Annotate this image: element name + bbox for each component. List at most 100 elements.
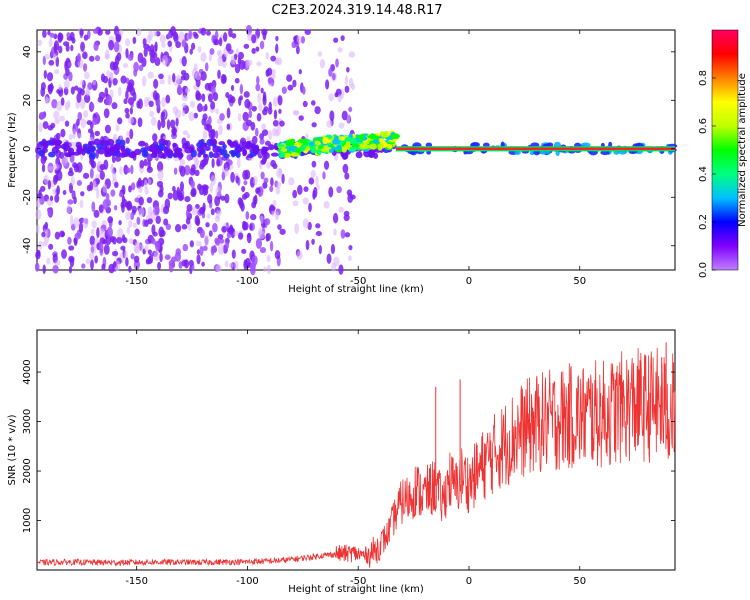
spectral-cell bbox=[285, 145, 293, 151]
spectral-cell bbox=[161, 54, 168, 66]
spectral-cell bbox=[210, 208, 215, 216]
spectral-cell bbox=[304, 29, 311, 36]
spectral-cell bbox=[600, 150, 610, 156]
spectral-cell bbox=[49, 82, 54, 93]
spectral-cell bbox=[316, 150, 322, 155]
spectral-cell bbox=[165, 223, 172, 231]
spectral-cell bbox=[125, 211, 132, 220]
spectral-cell bbox=[340, 229, 346, 239]
spectral-cell bbox=[297, 138, 307, 144]
spectral-cell bbox=[43, 174, 50, 185]
spectral-cell bbox=[142, 38, 147, 46]
spectral-cell bbox=[308, 177, 315, 185]
spectral-cell bbox=[209, 48, 215, 55]
spectral-cell bbox=[196, 146, 205, 153]
spectral-cell bbox=[351, 143, 360, 148]
spectral-cell bbox=[56, 100, 63, 112]
spectral-cell bbox=[110, 189, 116, 197]
spectral-cell bbox=[147, 71, 154, 79]
spectral-cell bbox=[325, 79, 330, 90]
spectral-cell bbox=[328, 186, 334, 198]
spectral-cell bbox=[226, 123, 231, 130]
spectral-cell bbox=[243, 191, 250, 199]
spectral-cell bbox=[539, 150, 547, 155]
spectral-cell bbox=[330, 243, 336, 255]
spectral-cell bbox=[314, 140, 319, 146]
spectral-cell bbox=[127, 97, 135, 106]
spectral-cell bbox=[178, 31, 185, 42]
spectral-cell bbox=[219, 113, 225, 121]
spectral-cell bbox=[340, 35, 345, 42]
spectral-cell bbox=[89, 235, 96, 246]
spectral-cell bbox=[126, 202, 131, 211]
spectral-cell bbox=[204, 146, 211, 152]
spectral-cell bbox=[292, 200, 299, 207]
spectral-cell bbox=[52, 174, 58, 186]
spectral-cell bbox=[80, 191, 85, 197]
spectral-cell bbox=[316, 184, 320, 191]
spectral-cell bbox=[272, 163, 278, 170]
spectral-cell bbox=[258, 230, 266, 240]
spectral-cell bbox=[346, 66, 350, 73]
spectral-cell bbox=[40, 155, 47, 165]
spectral-cell bbox=[162, 205, 170, 215]
spectral-cell bbox=[580, 142, 591, 148]
spectral-cell bbox=[188, 29, 192, 40]
spectral-cell bbox=[49, 195, 54, 202]
y-tick-label: -20 bbox=[22, 189, 33, 205]
spectral-cell bbox=[134, 241, 141, 248]
spectral-cell bbox=[355, 151, 363, 159]
spectral-cell bbox=[212, 222, 218, 233]
spectral-cell bbox=[144, 244, 149, 252]
spectral-cell bbox=[179, 165, 186, 177]
spectral-cell bbox=[215, 186, 222, 198]
spectral-cell bbox=[123, 98, 128, 105]
spectral-cell bbox=[224, 167, 229, 177]
x-tick-label: -100 bbox=[236, 276, 259, 287]
spectral-cell bbox=[110, 163, 115, 174]
spectral-cell bbox=[34, 262, 40, 272]
spectral-cell bbox=[94, 130, 100, 137]
spectral-cell bbox=[152, 133, 158, 142]
spectral-cell bbox=[217, 234, 224, 240]
spectral-cell bbox=[242, 111, 249, 122]
spectral-cell bbox=[204, 234, 210, 246]
spectral-cell bbox=[112, 171, 117, 181]
spectral-cell bbox=[153, 78, 159, 89]
spectral-cell bbox=[305, 239, 310, 251]
spectral-cell bbox=[155, 240, 161, 252]
spectral-cell bbox=[173, 167, 178, 175]
spectral-cell bbox=[292, 189, 298, 199]
spectral-cell bbox=[116, 236, 123, 244]
spectral-cell bbox=[259, 246, 267, 254]
spectral-cell bbox=[70, 86, 75, 95]
spectral-cell bbox=[322, 137, 329, 145]
spectral-cell bbox=[151, 238, 156, 245]
spectral-cell bbox=[172, 142, 177, 148]
spectral-cell bbox=[111, 102, 118, 110]
colorbar-tick-label: 0.8 bbox=[698, 70, 709, 86]
spectral-cell bbox=[150, 44, 155, 55]
spectral-cell bbox=[243, 43, 250, 49]
spectral-cell bbox=[59, 115, 66, 122]
spectral-cell bbox=[212, 152, 220, 159]
spectral-cell bbox=[319, 58, 326, 69]
spectral-cell bbox=[72, 162, 78, 169]
spectral-cell bbox=[329, 110, 335, 121]
spectral-cell bbox=[101, 263, 106, 271]
spectral-cell bbox=[347, 255, 352, 262]
spectral-cell bbox=[202, 245, 208, 252]
spectral-cell bbox=[259, 40, 265, 50]
spectral-cell bbox=[471, 142, 480, 148]
spectral-cell bbox=[218, 238, 225, 244]
spectral-cell bbox=[209, 138, 217, 146]
spectral-cell bbox=[102, 199, 109, 210]
spectral-cell bbox=[287, 84, 294, 91]
spectral-cell bbox=[106, 95, 113, 106]
spectral-cell bbox=[126, 131, 130, 137]
colorbar: 0.0 0.2 0.4 0.6 0.8 Normalized spectral ampl… bbox=[698, 29, 748, 278]
spectral-cell bbox=[234, 260, 239, 271]
spectral-cell bbox=[335, 144, 342, 151]
spectral-cell bbox=[119, 139, 126, 147]
spectral-cell bbox=[46, 257, 51, 265]
